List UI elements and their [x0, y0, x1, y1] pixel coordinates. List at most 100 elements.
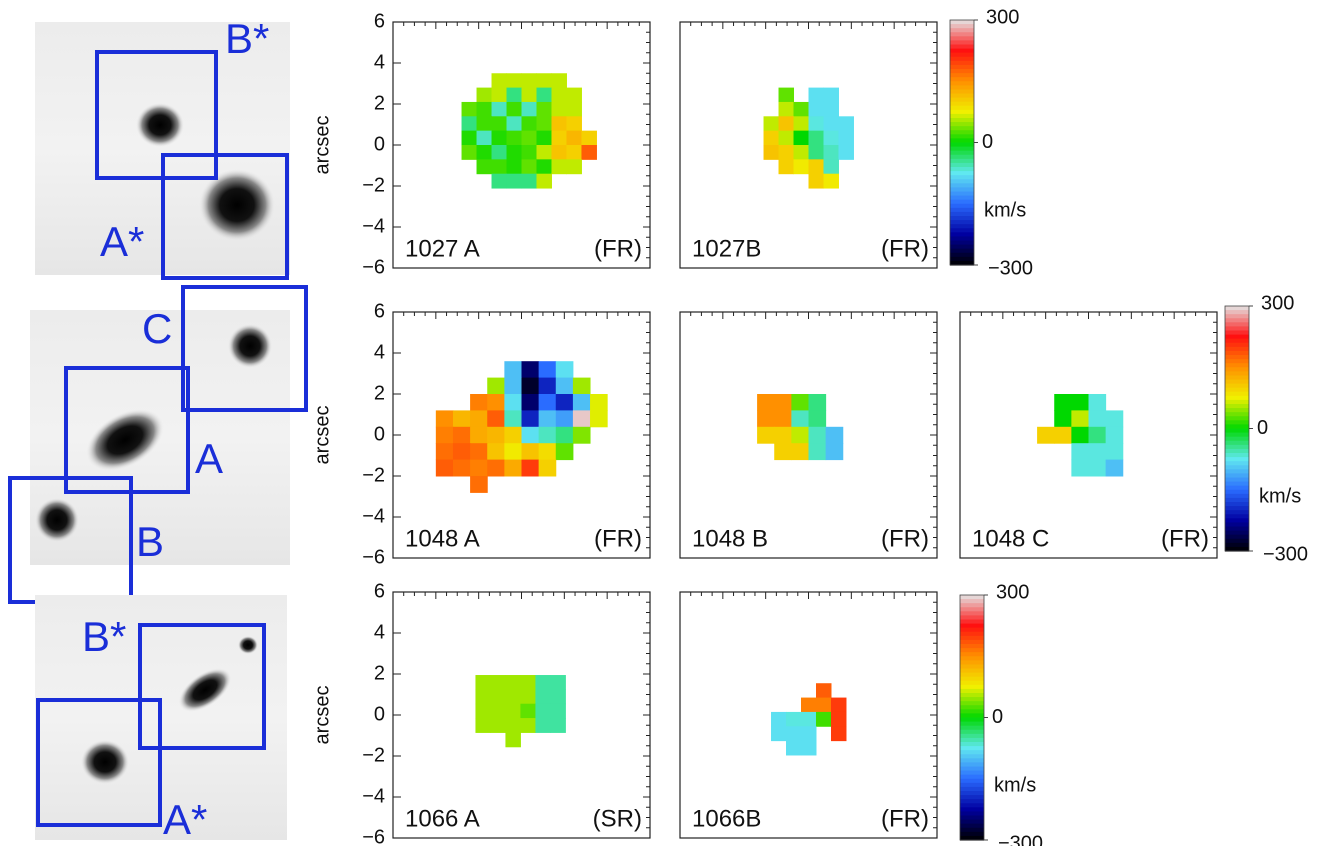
cell: [551, 73, 567, 89]
cell: [470, 410, 488, 428]
colorbar-step: [950, 187, 974, 193]
colorbar-step: [1225, 538, 1249, 544]
colorbar-step: [950, 179, 974, 184]
colorbar-step: [1225, 310, 1249, 315]
cell: [551, 87, 567, 103]
cell: [476, 130, 493, 146]
colorbar-step: [950, 191, 974, 197]
cell: [476, 145, 493, 160]
cell: [470, 459, 488, 477]
cell: [476, 116, 493, 132]
cell: [801, 697, 817, 713]
cell: [506, 73, 522, 89]
colorbar-step: [1225, 453, 1249, 458]
colorbar-step: [960, 693, 984, 698]
cell: [823, 159, 839, 175]
cell: [521, 377, 540, 395]
cell: [470, 394, 488, 411]
cell: [521, 73, 537, 89]
cell: [778, 116, 795, 132]
panel: 1027B (FR) 300 0 −300 km/s: [679, 6, 1033, 279]
colorbar-step: [950, 171, 974, 176]
colorbar-step: [1225, 477, 1249, 483]
colorbar-step: [950, 195, 974, 201]
colorbar-step: [1225, 526, 1249, 532]
cell: [838, 145, 854, 160]
cell: [520, 689, 536, 705]
colorbar-step: [950, 134, 974, 140]
cell: [470, 426, 488, 444]
cell: [791, 443, 809, 461]
cell: [535, 675, 551, 690]
cell: [838, 130, 854, 146]
colorbar-step: [1225, 350, 1249, 356]
cell: [830, 726, 847, 742]
cell: [771, 711, 787, 727]
colorbar-step: [950, 236, 974, 242]
colorbar-step: [1225, 314, 1249, 319]
colorbar-step: [960, 701, 984, 706]
cell: [506, 101, 522, 117]
colorbar-step: [950, 207, 974, 213]
colorbar-step: [960, 758, 984, 764]
colorbar-step: [1225, 404, 1249, 409]
colorbar-step: [1225, 436, 1249, 442]
cell: [581, 130, 597, 146]
colorbar-step: [950, 122, 974, 127]
colorbar-step: [950, 52, 974, 58]
colorbar-step: [1225, 530, 1249, 536]
cell: [505, 718, 521, 733]
colorbar-step: [1225, 318, 1249, 323]
colorbar-step: [960, 819, 984, 825]
cell: [590, 394, 608, 411]
cell: [490, 718, 506, 733]
thumb-label: B*: [225, 15, 269, 62]
cell: [1071, 394, 1089, 411]
cell: [536, 73, 552, 89]
cell: [435, 459, 454, 477]
cell: [566, 101, 582, 117]
cell: [504, 410, 522, 428]
colorbar-step: [960, 791, 984, 796]
cell: [505, 675, 521, 690]
cell: [793, 130, 809, 146]
cell: [470, 476, 488, 493]
cell: [786, 726, 802, 742]
cell: [535, 703, 551, 719]
colorbar-step: [950, 24, 974, 29]
colorbar-step: [950, 89, 974, 95]
cell: [791, 410, 809, 428]
cell: [555, 410, 574, 428]
cell: [778, 145, 795, 160]
cell: [491, 173, 508, 189]
cell: [551, 101, 567, 117]
colorbar-step: [1225, 432, 1249, 438]
colorbar-step: [960, 799, 984, 804]
cell: [504, 459, 522, 477]
cell: [808, 410, 827, 428]
cell: [551, 145, 567, 160]
colorbar-step: [1225, 481, 1249, 487]
colorbar-step: [950, 130, 974, 135]
colorbar-step: [950, 142, 974, 148]
cell: [801, 740, 817, 756]
colorbar-step: [1225, 469, 1249, 475]
cell: [506, 159, 522, 175]
cell: [1105, 410, 1124, 428]
cell: [825, 443, 844, 461]
colorbar-step: [960, 742, 984, 747]
cell: [506, 130, 522, 146]
colorbar-step: [950, 244, 974, 250]
cell: [491, 73, 508, 89]
colorbar-step: [1225, 493, 1249, 499]
cell: [521, 459, 540, 477]
cell: [1071, 410, 1089, 428]
cell: [555, 377, 574, 395]
colorbar-step: [950, 36, 974, 42]
colorbar-step: [1225, 546, 1249, 552]
cell: [476, 87, 493, 103]
colorbar-step: [960, 733, 984, 739]
cell: [461, 130, 478, 146]
cell: [475, 675, 491, 690]
colorbar-step: [1225, 383, 1249, 389]
